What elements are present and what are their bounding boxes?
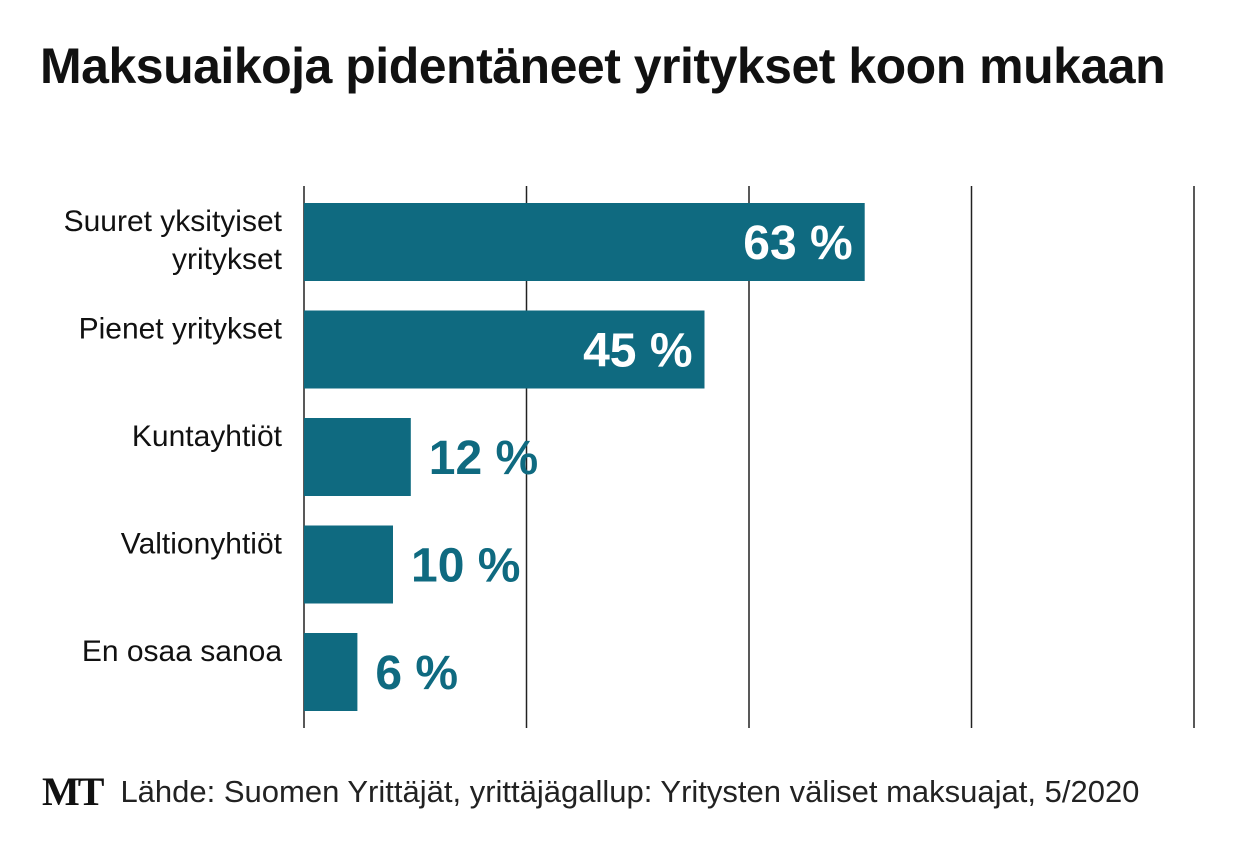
chart-title: Maksuaikoja pidentäneet yritykset koon m… [40, 38, 1166, 94]
category-label: Pienet yritykset [79, 313, 283, 346]
footer: MT Lähde: Suomen Yrittäjät, yrittäjägall… [42, 768, 1139, 815]
data-label: 10 % [411, 540, 520, 593]
source-note: Lähde: Suomen Yrittäjät, yrittäjägallup:… [120, 773, 1140, 809]
category-label: yritykset [172, 243, 283, 276]
data-label: 6 % [375, 647, 458, 700]
category-label: En osaa sanoa [82, 635, 282, 668]
mt-logo: MT [42, 769, 104, 814]
category-label: Kuntayhtiöt [132, 420, 283, 453]
data-label: 12 % [429, 432, 538, 485]
bar [304, 203, 865, 281]
bar [304, 633, 358, 711]
bar [304, 418, 411, 496]
category-label: Suuret yksityiset [64, 205, 283, 238]
bar [304, 310, 705, 389]
data-label: 45 % [583, 325, 692, 378]
bar [304, 525, 393, 604]
category-label: Valtionyhtiöt [121, 528, 283, 561]
data-label: 63 % [743, 217, 852, 270]
